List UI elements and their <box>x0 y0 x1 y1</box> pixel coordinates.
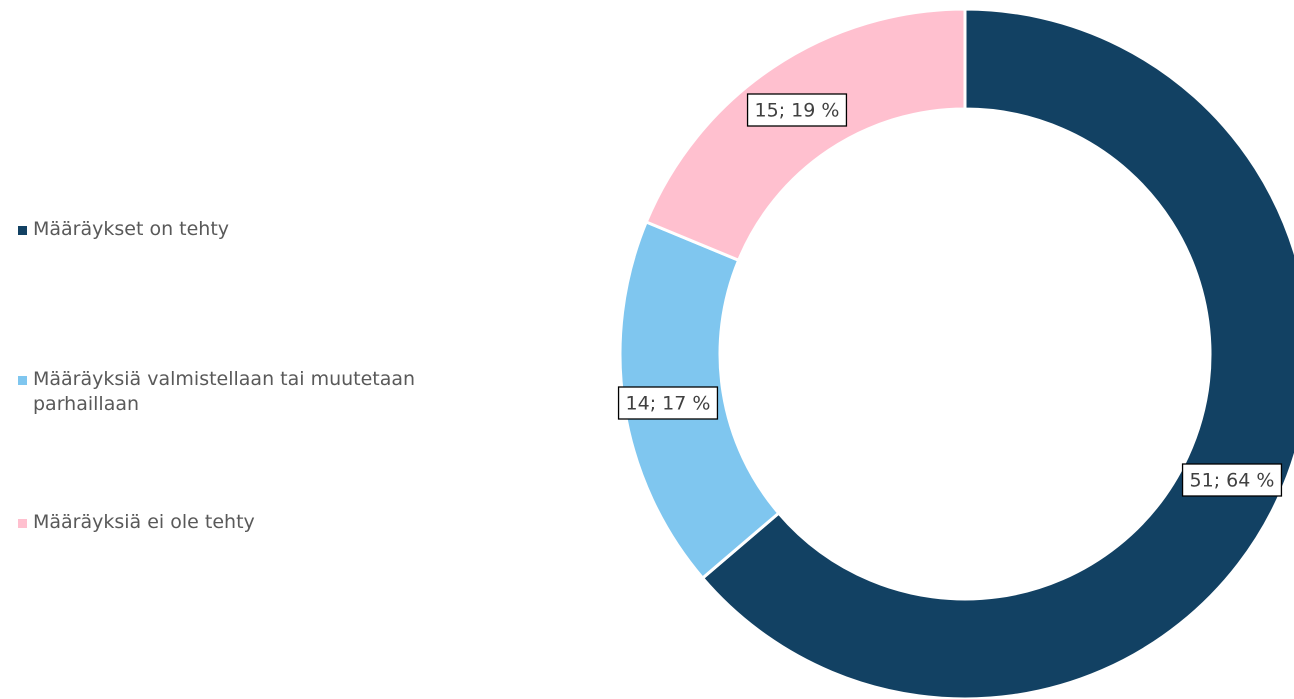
legend-label: Määräykset on tehty <box>33 218 230 240</box>
data-label-box <box>746 93 848 127</box>
legend-item: Määräyksiä valmistellaan tai muutetaan p… <box>18 367 518 417</box>
legend-item: Määräyksiä ei ole tehty <box>18 510 518 535</box>
donut-slice <box>700 7 1294 699</box>
legend-label: Määräyksiä valmistellaan tai muutetaan p… <box>33 368 416 415</box>
data-label: 15; 19 % <box>755 100 840 122</box>
data-label: 51; 64 % <box>1190 470 1275 492</box>
legend-swatch <box>18 226 27 235</box>
legend-swatch <box>18 376 27 385</box>
data-label-box <box>1181 463 1283 497</box>
legend-label: Määräyksiä ei ole tehty <box>33 511 255 533</box>
donut-slice <box>644 7 967 263</box>
legend-swatch <box>18 519 27 528</box>
data-label-box <box>617 386 719 420</box>
legend-item: Määräykset on tehty <box>18 217 518 242</box>
data-label: 14; 17 % <box>626 393 711 415</box>
